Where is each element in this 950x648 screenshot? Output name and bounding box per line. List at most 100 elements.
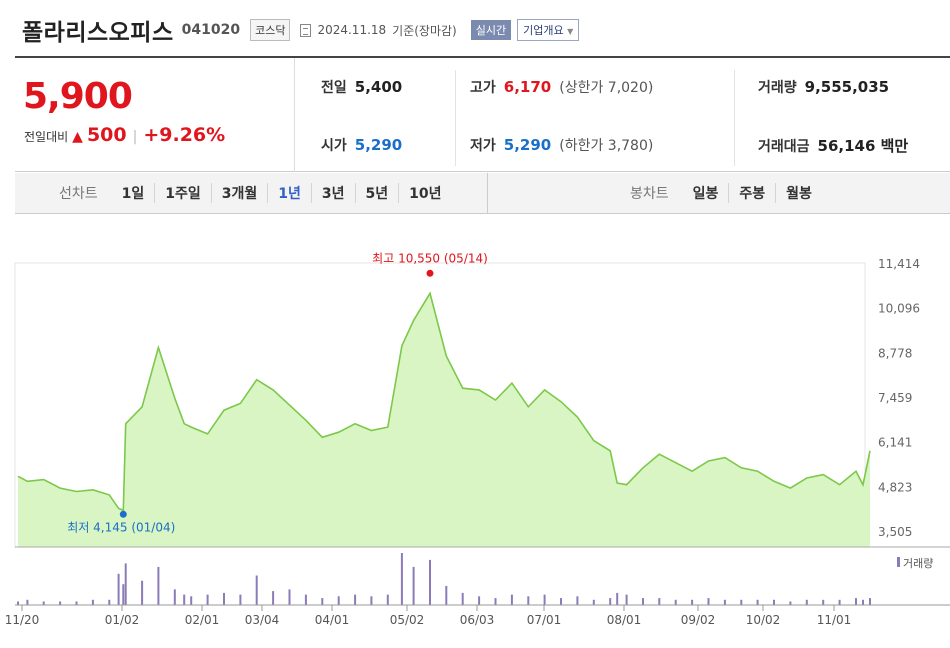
tab-1w[interactable]: 1주일 (154, 183, 211, 203)
volume-bar (543, 594, 546, 605)
document-icon (300, 23, 312, 37)
company-info-label: 기업개요 (523, 24, 564, 37)
x-axis: 11/20 01/02 02/01 03/04 04/01 05/02 06/03 07/01… (5, 605, 851, 627)
divider (487, 173, 488, 213)
change-label: 전일대비 (24, 130, 69, 144)
volume-bar (173, 589, 176, 605)
y-tick-label: 3,505 (878, 525, 912, 539)
stat-trade-value: 거래대금 56,146 백만 (758, 135, 908, 156)
tab-3m[interactable]: 3개월 (210, 183, 268, 203)
y-tick-label: 10,096 (878, 302, 920, 316)
current-price-box: 5,900 전일대비 ▲ 500 | +9.26% (15, 58, 295, 172)
realtime-button[interactable]: 실시간 (470, 20, 512, 40)
lower-limit: (하한가 3,780) (559, 138, 654, 154)
volume-bar (108, 599, 111, 605)
stat-prev-close: 전일 5,400 (321, 77, 402, 97)
volume-bar (723, 599, 726, 605)
divider: | (132, 129, 138, 145)
tab-monthly[interactable]: 월봉 (775, 183, 822, 203)
low-annotation: 최저 4,145 (01/04) (67, 520, 175, 534)
volume-bar (400, 553, 403, 605)
stat-value: 5,290 (503, 136, 552, 154)
volume-bar (59, 601, 62, 605)
volume-bar (822, 599, 825, 605)
y-tick-label: 6,141 (878, 436, 912, 450)
price-area (18, 293, 870, 547)
volume-bar (17, 601, 19, 605)
tab-daily[interactable]: 일봉 (692, 186, 719, 202)
volume-bar (386, 594, 389, 605)
tab-10y[interactable]: 10년 (398, 183, 451, 203)
volume-bar (117, 573, 120, 605)
high-marker (426, 269, 434, 277)
volume-bar (560, 598, 562, 605)
volume-bars (17, 553, 871, 605)
volume-bar (354, 594, 357, 605)
volume-bar (756, 599, 759, 605)
y-tick-label: 7,459 (878, 391, 912, 405)
price-chart[interactable]: 11,414 10,096 8,778 7,459 6,141 4,823 3,505 최고… (0, 230, 950, 640)
market-badge: 코스닥 (250, 19, 291, 41)
volume-bar (609, 598, 612, 605)
stat-value: 5,400 (354, 78, 403, 96)
upper-limit: (상한가 7,020) (559, 80, 654, 96)
volume-bar (122, 584, 125, 605)
stat-volume: 거래량 9,555,035 (758, 77, 889, 97)
tab-1y[interactable]: 1년 (267, 183, 311, 203)
volume-bar (773, 599, 775, 605)
high-annotation: 최고 10,550 (05/14) (372, 251, 488, 265)
lower-limit-label: 하한가 (564, 138, 604, 154)
volume-bar (337, 596, 340, 605)
x-tick-label: 08/01 (607, 613, 642, 627)
candle-chart-head: 봉차트 (630, 186, 669, 202)
tab-weekly[interactable]: 주봉 (728, 183, 775, 203)
x-tick-label: 01/02 (105, 613, 140, 627)
stat-high: 고가 6,170 (상한가 7,020) (470, 77, 653, 97)
volume-bar (527, 596, 530, 605)
divider (734, 70, 735, 166)
up-triangle-icon: ▲ (72, 129, 83, 145)
y-axis: 11,414 10,096 8,778 7,459 6,141 4,823 3,505 (878, 257, 920, 539)
x-tick-label: 02/01 (185, 613, 220, 627)
chevron-down-icon: ▼ (567, 27, 574, 36)
volume-bar (494, 598, 497, 605)
y-tick-label: 4,823 (878, 480, 912, 494)
volume-bar (838, 599, 841, 605)
quote-basis: 기준(장마감) (392, 23, 457, 38)
line-chart-tabs: 선차트 1일 1주일 3개월 1년 3년 5년 10년 (59, 173, 452, 213)
company-name[interactable]: 폴라리스오피스 (22, 20, 174, 46)
volume-bar (478, 596, 481, 605)
volume-bar (91, 599, 94, 605)
volume-bar (616, 592, 619, 605)
stat-open: 시가 5,290 (321, 135, 402, 155)
volume-bar (510, 594, 513, 605)
stat-label: 고가 (470, 80, 496, 96)
volume-bar (625, 594, 628, 605)
change-value: 500 (86, 124, 127, 146)
stat-value: 9,555,035 (804, 78, 890, 96)
volume-bar (862, 599, 864, 605)
volume-bar (288, 589, 291, 605)
volume-bar (239, 594, 242, 605)
volume-bar (642, 598, 644, 605)
tab-3y[interactable]: 3년 (310, 183, 355, 203)
y-tick-label: 8,778 (878, 346, 912, 360)
stat-label: 시가 (321, 138, 347, 154)
x-tick-label: 10/02 (746, 613, 781, 627)
stat-low: 저가 5,290 (하한가 3,780) (470, 135, 653, 155)
quote-date: 2024.11.18 (317, 23, 387, 37)
divider (455, 70, 456, 166)
volume-bar (223, 592, 225, 605)
volume-bar (740, 599, 743, 605)
volume-bar (445, 585, 448, 605)
volume-bar (26, 599, 29, 605)
price-line (17, 291, 871, 512)
x-tick-label: 05/02 (390, 613, 425, 627)
x-tick-label: 11/20 (5, 613, 40, 627)
tab-1d[interactable]: 1일 (121, 186, 145, 202)
volume-bar (141, 580, 144, 605)
lower-limit-value: 3,780 (607, 138, 648, 154)
stock-header: 폴라리스오피스 041020 코스닥 2024.11.18 기준(장마감) 실시… (22, 12, 580, 48)
tab-5y[interactable]: 5년 (354, 183, 399, 203)
company-info-dropdown[interactable]: 기업개요 ▼ (517, 19, 580, 41)
